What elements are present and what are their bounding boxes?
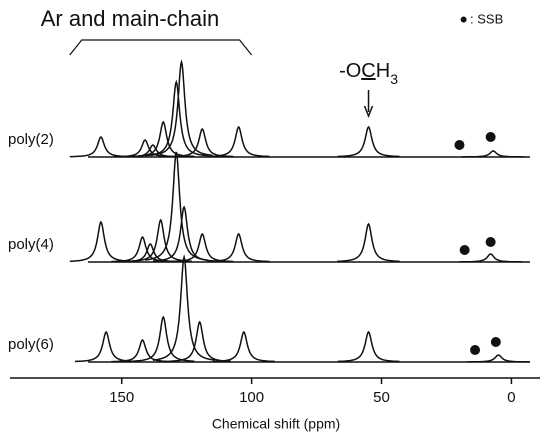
arrow-label: -OCH3 — [339, 60, 398, 86]
arrow-label-part: H — [376, 60, 390, 82]
ssb-marker — [485, 237, 496, 247]
peak — [171, 232, 234, 263]
peak — [467, 354, 530, 363]
series-label: poly(4) — [8, 236, 54, 253]
x-tick-label: 100 — [239, 389, 264, 406]
legend-text: : SSB — [470, 11, 503, 26]
arrow-label-part: C — [361, 60, 375, 82]
ssb-marker — [459, 245, 470, 255]
peak — [337, 125, 400, 158]
peak — [152, 205, 216, 262]
peak — [462, 150, 525, 158]
peak — [337, 330, 400, 363]
peak — [144, 151, 208, 261]
arrow-label-part: -O — [339, 60, 361, 82]
x-tick-label: 150 — [109, 389, 134, 406]
x-tick-label: 50 — [373, 389, 390, 406]
peak — [152, 254, 216, 361]
peak — [337, 222, 400, 263]
peak — [212, 330, 275, 363]
peak — [459, 253, 522, 263]
series-label: poly(6) — [8, 336, 54, 353]
ssb-marker — [485, 132, 496, 142]
x-axis-label: Chemical shift (ppm) — [212, 416, 340, 432]
series-label: poly(2) — [8, 131, 54, 148]
peak — [171, 127, 234, 158]
x-tick-label: 0 — [507, 389, 515, 406]
ssb-marker — [470, 345, 481, 355]
arrow-head — [363, 105, 374, 119]
peak — [69, 220, 133, 263]
peak — [75, 330, 138, 363]
peak — [132, 120, 195, 158]
legend-marker: ● — [460, 11, 468, 27]
peak — [207, 232, 270, 263]
peak — [207, 125, 270, 158]
bracket — [69, 39, 253, 56]
ssb-marker — [490, 337, 501, 347]
peak — [111, 339, 174, 363]
peak — [132, 315, 195, 362]
arrow-label-part: 3 — [390, 71, 398, 87]
peak — [150, 59, 213, 157]
ssb-marker — [454, 140, 465, 150]
peak — [69, 136, 133, 158]
bracket-label: Ar and main-chain — [41, 6, 220, 31]
